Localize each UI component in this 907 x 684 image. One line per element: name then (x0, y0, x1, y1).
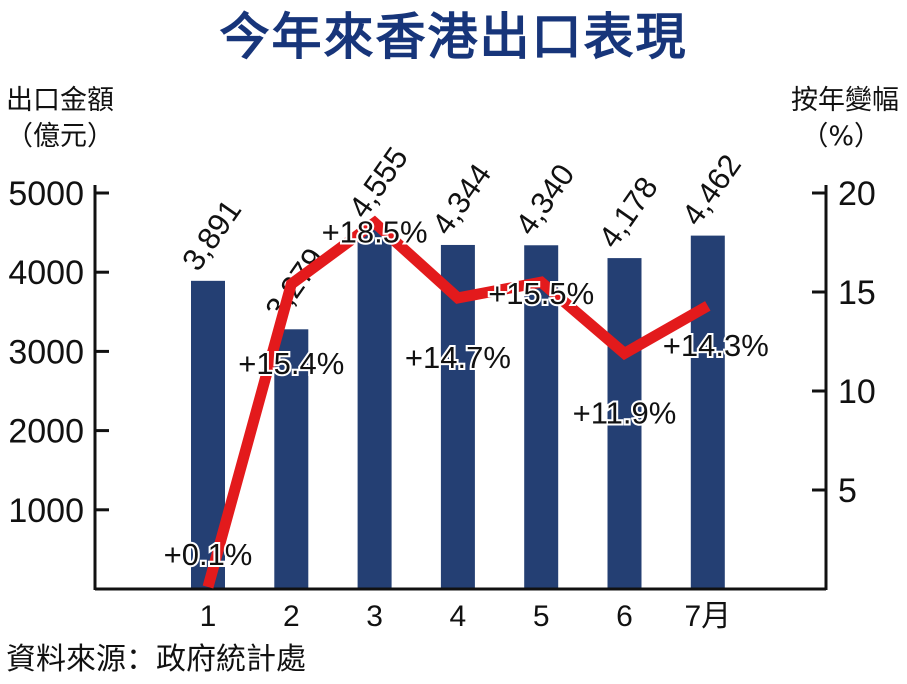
growth-value-label: +0.1% (164, 537, 253, 572)
growth-line (202, 215, 711, 589)
right-tick-label: 15 (838, 274, 876, 312)
bar-value-label: 4,555 (342, 141, 415, 225)
bar-value-label: 4,344 (425, 157, 498, 241)
right-axis-caption: 按年變幅 (791, 85, 899, 116)
growth-value-label: +18.5% (322, 215, 428, 250)
left-axis-unit: （億元） (6, 121, 114, 152)
bar-6 (607, 258, 642, 589)
right-axis-unit: （%） (801, 121, 881, 152)
right-tick-label: 10 (838, 373, 876, 411)
left-axis-caption: 出口金額 (6, 85, 114, 116)
left-tick-label: 3000 (8, 333, 84, 371)
bar-value-label: 3,891 (175, 193, 248, 277)
left-tick-label: 5000 (8, 175, 84, 213)
source-note: 資料來源：政府統計處 (6, 642, 306, 677)
category-label: 5 (533, 600, 550, 633)
bar-value-label: 4,462 (675, 148, 748, 232)
right-tick-label: 5 (838, 472, 857, 510)
category-label: 4 (450, 600, 467, 633)
category-label: 7月 (684, 600, 731, 633)
growth-value-label: +15.5% (488, 276, 594, 311)
category-label: 3 (366, 600, 383, 633)
bar-3 (357, 228, 392, 589)
category-label: 6 (616, 600, 633, 633)
left-tick-label: 4000 (8, 254, 84, 292)
right-tick-label: 20 (838, 175, 876, 213)
bar-7 (690, 235, 725, 589)
growth-value-label: +11.9% (573, 395, 677, 430)
left-tick-label: 1000 (8, 492, 84, 530)
bar-5 (524, 245, 559, 589)
left-tick-label: 2000 (8, 413, 84, 451)
growth-value-label: +15.4% (238, 346, 344, 381)
category-label: 1 (200, 600, 217, 633)
growth-value-label: +14.3% (663, 328, 769, 363)
category-label: 2 (283, 600, 300, 633)
bar-2 (274, 329, 309, 589)
growth-value-label: +14.7% (405, 340, 511, 375)
chart-title: 今年來香港出口表現 (219, 8, 688, 66)
bar-value-label: 4,178 (592, 170, 665, 254)
bar-value-label: 4,340 (508, 158, 581, 242)
